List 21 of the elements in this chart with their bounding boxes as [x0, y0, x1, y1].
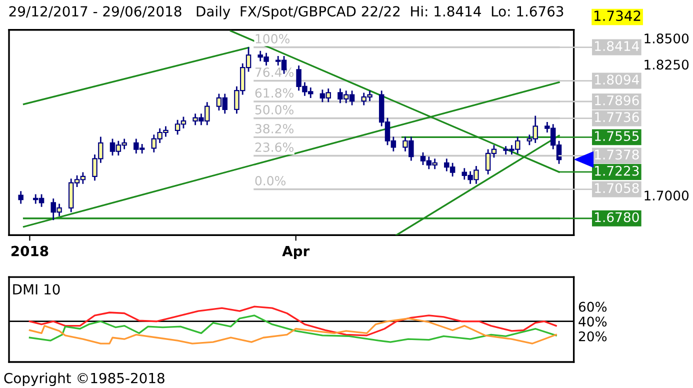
annotation: 0.0%: [255, 176, 286, 186]
y-tick-label: 1.8250: [644, 60, 689, 70]
y-tick-label: 40%: [578, 316, 607, 327]
y-tick-label: 60%: [578, 302, 607, 312]
annotation: 50.0%: [255, 104, 294, 114]
y-tick-label: 1.7000: [644, 190, 689, 201]
chart-title: 29/12/2017 - 29/06/2018 Daily FX/Spot/GBPCAD 22/22 Hi: 1.8414 Lo: 1.6763: [9, 6, 564, 20]
annotation: 1.7223: [595, 166, 639, 176]
y-tick-label: 20%: [578, 331, 607, 342]
y-tick-label: 1.8500: [644, 33, 689, 44]
annotation: 100%: [256, 34, 290, 44]
annotation: 1.7555: [595, 131, 639, 142]
text: Copyright ©1985-2018: [4, 372, 164, 386]
annotation: 38.2%: [255, 124, 294, 134]
annotation: 23.6%: [255, 142, 294, 152]
annotation: 61.8%: [255, 88, 294, 98]
annotation: 1.6780: [595, 212, 639, 222]
chart-title: DMI 10: [13, 284, 60, 295]
x-tick-label: 2018: [11, 246, 48, 256]
x-tick-label: Apr: [282, 246, 310, 259]
text: 1.7342: [594, 10, 640, 22]
